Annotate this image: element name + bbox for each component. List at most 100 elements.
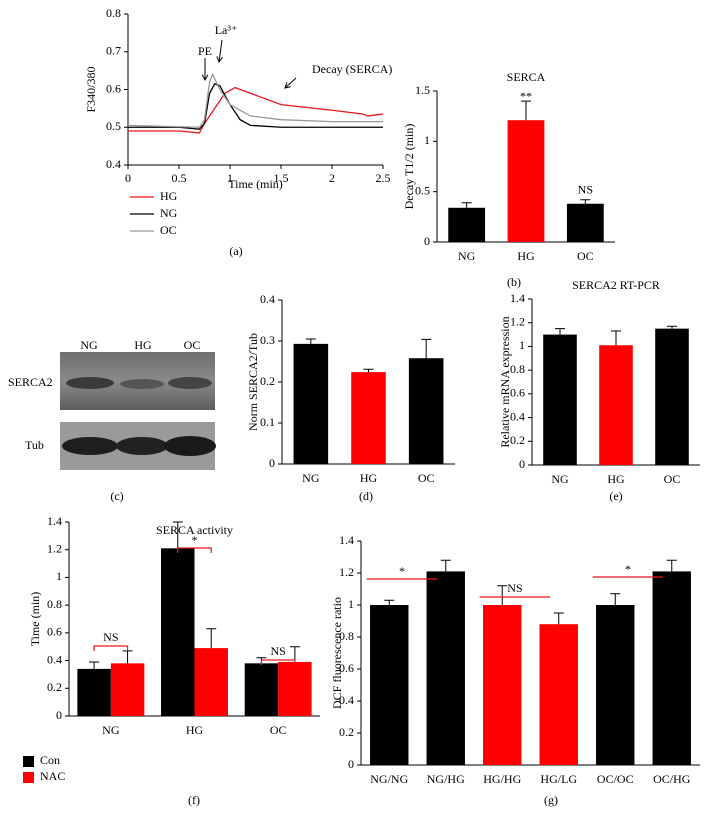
lane-label: HG xyxy=(134,338,152,352)
y-tick-label: 0.4 xyxy=(47,652,62,666)
y-tick-label: 0.2 xyxy=(339,725,354,739)
x-tick-label: NG/NG xyxy=(370,772,408,786)
y-tick-label: 0 xyxy=(519,457,525,471)
error-bar xyxy=(497,585,508,605)
bar xyxy=(110,663,145,716)
annotation: * xyxy=(399,564,405,578)
y-tick-label: 0 xyxy=(269,456,275,470)
error-bar xyxy=(611,330,621,346)
y-tick-label: 0 xyxy=(56,708,62,722)
y-tick-label: 1 xyxy=(519,338,525,352)
panel-label: (b) xyxy=(507,275,521,289)
x-tick-label: 0.5 xyxy=(172,171,187,185)
x-tick-label: NG xyxy=(302,471,320,485)
lane-label: OC xyxy=(184,338,201,352)
blot-band xyxy=(164,436,216,456)
error-bar xyxy=(363,368,374,373)
error-bar xyxy=(206,628,217,649)
y-axis-label: Norm SERCA2/Tub xyxy=(246,333,260,431)
x-tick-label: NG xyxy=(102,723,120,737)
legend-swatch xyxy=(23,756,34,767)
bar xyxy=(655,328,689,465)
y-tick-label: 1 xyxy=(56,569,62,583)
y-tick-label: 0.6 xyxy=(510,386,525,400)
bar xyxy=(77,668,111,716)
annotation: La³⁺ xyxy=(215,23,238,37)
panel-label: (f) xyxy=(188,793,200,807)
blot-band xyxy=(116,437,168,455)
annotation: NS xyxy=(270,644,285,658)
y-tick-label: 1.2 xyxy=(510,314,525,328)
bar xyxy=(507,120,545,242)
annotation-arrow xyxy=(284,77,297,89)
error-bar xyxy=(89,661,100,669)
y-tick-label: 1.4 xyxy=(47,514,62,528)
legend-label: OC xyxy=(160,223,177,237)
x-tick-label: 2.5 xyxy=(376,171,391,185)
bar xyxy=(351,372,386,464)
x-tick-label: HG xyxy=(186,723,204,737)
row-label: SERCA2 xyxy=(8,375,53,389)
x-tick-label: NG/HG xyxy=(427,772,465,786)
bar xyxy=(244,663,279,716)
bar xyxy=(448,207,486,242)
y-tick-label: 0.2 xyxy=(47,680,62,694)
annotation-arrow xyxy=(218,39,223,63)
data-line xyxy=(128,83,383,130)
y-tick-label: 0.6 xyxy=(339,661,354,675)
y-tick-label: 1 xyxy=(424,133,430,147)
y-tick-label: 0.6 xyxy=(106,81,121,95)
bar xyxy=(426,571,465,765)
panel-label: (d) xyxy=(359,489,373,503)
y-tick-label: 0.1 xyxy=(260,415,275,429)
y-axis-label: Relative mRNA expression xyxy=(498,316,512,447)
y-tick-label: 0 xyxy=(424,234,430,248)
chart-title: SERCA activity xyxy=(156,523,233,537)
legend-swatch xyxy=(23,772,34,783)
bar xyxy=(599,345,633,465)
y-tick-label: 1.4 xyxy=(339,533,354,547)
x-tick-label: 0 xyxy=(125,171,131,185)
error-bar xyxy=(421,338,432,359)
legend-label: NAC xyxy=(40,769,65,783)
bar xyxy=(543,334,577,465)
chart-title: SERCA xyxy=(507,70,546,84)
y-tick-label: 0.2 xyxy=(510,433,525,447)
x-tick-label: OC/HG xyxy=(653,772,691,786)
panel-label: (e) xyxy=(609,489,622,503)
bar xyxy=(652,571,691,765)
legend-label: Con xyxy=(40,753,60,767)
annotation: NS xyxy=(103,630,118,644)
lane-label: NG xyxy=(80,338,98,352)
bar xyxy=(194,648,228,716)
y-tick-label: 0.2 xyxy=(260,374,275,388)
bar xyxy=(278,661,312,716)
bar xyxy=(161,548,195,716)
y-tick-label: 0.4 xyxy=(510,409,525,423)
annotation: * xyxy=(192,533,198,547)
y-tick-label: 0.8 xyxy=(339,629,354,643)
data-line xyxy=(127,72,383,128)
annotation: NS xyxy=(507,581,522,595)
legend-label: NG xyxy=(160,206,178,220)
y-tick-label: 1.4 xyxy=(510,291,525,305)
y-tick-label: 1.5 xyxy=(415,83,430,97)
x-tick-label: HG/HG xyxy=(483,772,521,786)
y-tick-label: 0.8 xyxy=(106,6,121,20)
blot-panel: NG HG OC SERCA2 Tub (c) xyxy=(8,338,216,503)
x-tick-label: HG xyxy=(517,249,535,263)
legend-label: HG xyxy=(160,189,178,203)
blot-band xyxy=(66,377,114,389)
x-tick-label: 2 xyxy=(329,171,335,185)
y-tick-label: 0.4 xyxy=(106,157,121,171)
y-tick-label: 0.5 xyxy=(106,119,121,133)
panel-label: (a) xyxy=(229,244,242,258)
significance-bracket xyxy=(93,645,129,651)
bar xyxy=(370,605,409,765)
x-tick-label: 1.5 xyxy=(274,171,289,185)
y-axis-label: F340/380 xyxy=(84,66,98,112)
error-bar xyxy=(122,650,133,664)
y-axis-label: DCF fluorescence ratio xyxy=(330,597,344,709)
x-axis-label: Time (min) xyxy=(228,177,283,191)
